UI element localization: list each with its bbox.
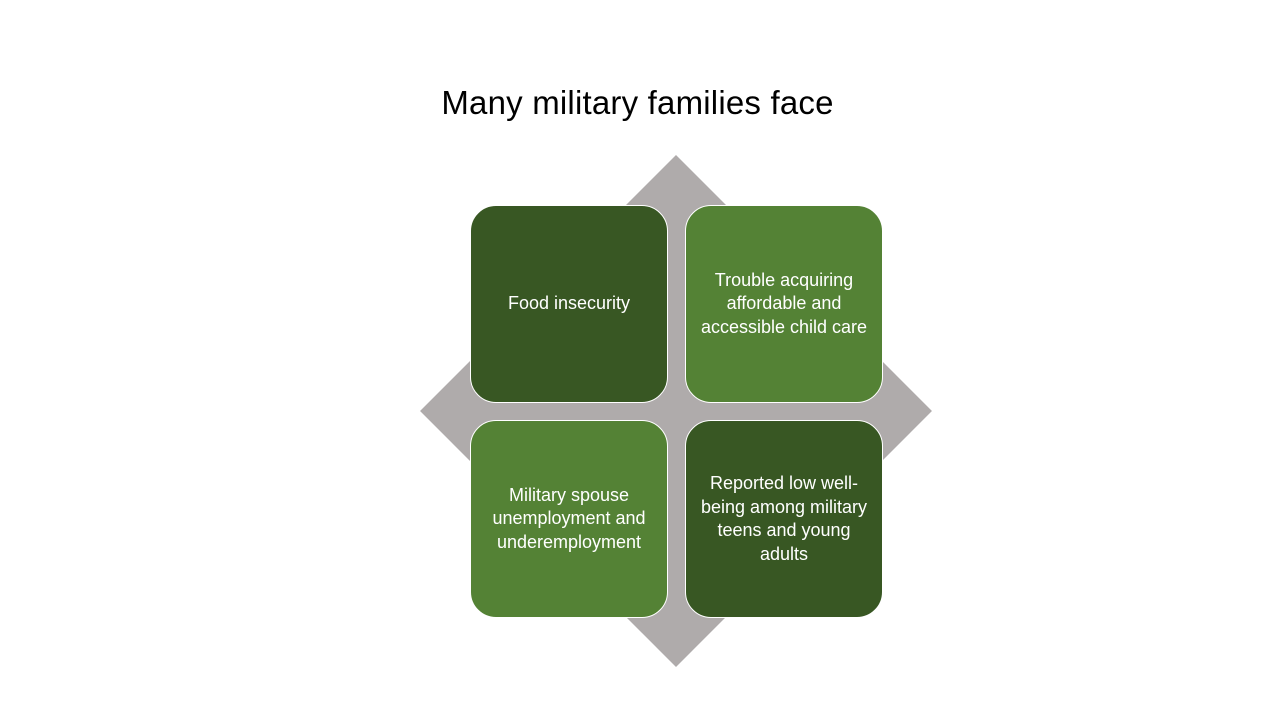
tile-label: Reported low well-being among military t…	[700, 472, 868, 566]
tile-food-insecurity: Food insecurity	[470, 205, 668, 403]
tile-spouse-employment: Military spouse unemployment and underem…	[470, 420, 668, 618]
tile-teen-wellbeing: Reported low well-being among military t…	[685, 420, 883, 618]
tile-label: Trouble acquiring affordable and accessi…	[700, 269, 868, 340]
tile-child-care: Trouble acquiring affordable and accessi…	[685, 205, 883, 403]
tile-label: Military spouse unemployment and underem…	[485, 484, 653, 555]
slide-title: Many military families face	[0, 84, 1275, 122]
tile-label: Food insecurity	[508, 292, 630, 316]
